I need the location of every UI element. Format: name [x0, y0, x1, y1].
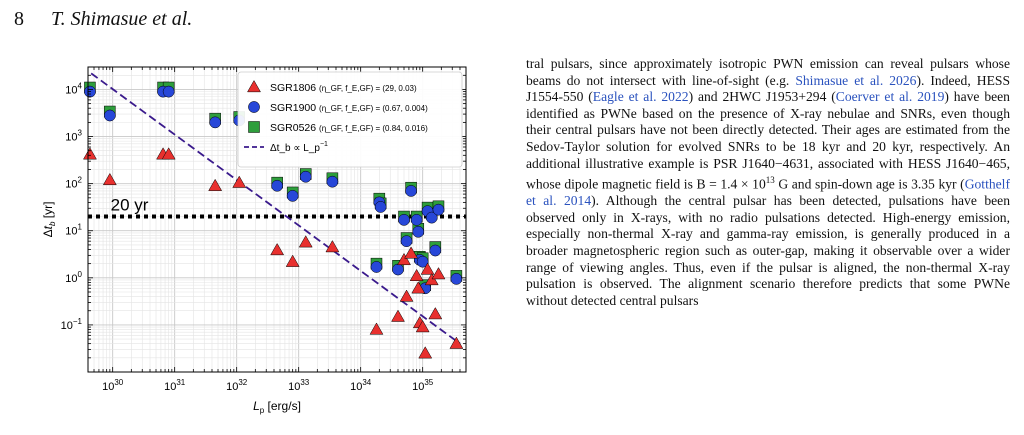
body-text: tral pulsars, since approximately isotro…: [526, 56, 1010, 435]
citation-link[interactable]: Gotthelf et al. 2014: [526, 176, 1010, 209]
y-tick-label: 103: [65, 129, 82, 144]
legend-sgr1806-label: SGR1806 (η_GF, f_E,GF) = (29, 0.03): [270, 82, 417, 94]
sgr1806-point: [232, 175, 247, 188]
sgr1806-point: [298, 235, 313, 248]
sgr1806-point: [415, 320, 430, 333]
legend-trend-label: Δt_b ∝ L_p−1: [270, 141, 328, 154]
sgr1806-point: [391, 309, 405, 322]
body-paragraph: tral pulsars, since approximately isotro…: [526, 56, 1010, 309]
sgr1900-point: [412, 225, 425, 238]
sgr1900-point: [162, 85, 175, 98]
x-axis-label: Lp [erg/s]: [253, 399, 301, 415]
plot-frame: [87, 66, 467, 373]
y-tick-label: 102: [65, 176, 82, 191]
sgr1900-point: [209, 116, 222, 129]
sgr1806-point: [208, 178, 223, 191]
sgr1900-point: [374, 201, 387, 213]
threshold-label: 20 yr: [111, 196, 149, 215]
text-run: ). Although the central pulsar has been …: [526, 193, 1010, 308]
sgr1806-point: [399, 289, 414, 302]
legend-box: [237, 71, 463, 168]
y-tick-label: 104: [65, 81, 82, 96]
running-authors: T. Shimasue et al.: [51, 8, 193, 30]
page-number: 8: [14, 8, 24, 30]
sgr1806-point: [397, 252, 411, 266]
legend-sgr0526-label: SGR0526 (η_GF, f_E,GF) = (0.84, 0.016): [270, 122, 428, 134]
sgr1900-point: [425, 211, 438, 224]
sgr1806-point: [161, 147, 176, 160]
legend-sgr1900-marker: [248, 101, 260, 113]
sgr1900-point: [398, 214, 410, 226]
sgr1806-point: [285, 254, 300, 267]
sgr1900-point: [286, 190, 299, 202]
scatter-chart: 20 yr 1030 1031 1032 1033 1034 1035 10−1 100 101 1…: [41, 66, 467, 415]
sgr1806-point: [420, 262, 435, 275]
citation-link[interactable]: Shimasue et al. 2026: [795, 72, 917, 88]
sgr1900-point: [271, 179, 284, 192]
y-axis-label: Δtb [yr]: [41, 202, 57, 238]
y-tick-label: 100: [65, 270, 82, 285]
sgr1806-point: [418, 346, 433, 359]
citation-link[interactable]: Eagle et al. 2022: [592, 89, 689, 105]
text-run: G and spin-down age is 3.35 kyr (: [774, 176, 965, 192]
y-tick-label: 10−1: [61, 317, 83, 332]
text-run: tral pulsars, since approximately isotro…: [526, 56, 1010, 88]
sgr1900-point: [432, 203, 445, 216]
sgr1900-point: [370, 261, 383, 273]
sgr1806-point: [404, 246, 418, 259]
legend-sgr1900-label: SGR1900 (η_GF, f_E,GF) = (0.67, 0.004): [270, 102, 428, 114]
figure: 20 yr 1030 1031 1032 1033 1034 1035 10−1 100 101 1…: [38, 55, 478, 425]
sgr1806-point: [325, 240, 340, 253]
sgr1900-point: [410, 214, 423, 226]
legend-sgr0526-marker: [248, 121, 260, 133]
sgr1900-point: [429, 244, 442, 257]
legend-sgr1806-marker: [247, 79, 261, 93]
sgr1806-point: [431, 267, 446, 280]
sgr1806-point: [428, 307, 443, 320]
sgr1806-point: [409, 268, 424, 281]
sgr1900-point: [405, 185, 417, 197]
sgr1806-point: [83, 147, 97, 160]
page-header: 8 T. Shimasue et al.: [14, 8, 192, 31]
sgr1806-point: [449, 336, 464, 349]
sgr1900-point: [299, 170, 312, 183]
x-tick-label: 1031: [164, 378, 186, 393]
sgr1806-point: [270, 242, 285, 256]
x-tick-label: 1034: [350, 378, 372, 393]
x-tick-label: 1030: [102, 378, 124, 393]
sgr1806-point: [102, 172, 117, 186]
text-run: ) have been identified as PWNe based on …: [526, 89, 1010, 192]
sgr1900-point: [450, 273, 463, 285]
sgr1900-point: [416, 255, 429, 268]
text-run: ) and 2HWC J1953+294 (: [688, 89, 836, 105]
sgr1900-point: [392, 263, 404, 276]
sgr1900-point: [326, 175, 339, 188]
y-tick-label: 101: [65, 223, 82, 238]
text-run: 13: [765, 175, 775, 186]
text-run: ). Indeed, HESS J1554-550 (: [526, 72, 1010, 105]
sgr1900-point: [103, 109, 116, 122]
sgr1806-point: [369, 322, 384, 335]
citation-link[interactable]: Coerver et al. 2019: [835, 89, 945, 105]
trend-line: [90, 72, 461, 345]
x-tick-label: 1032: [226, 378, 248, 393]
sgr1806-point: [411, 281, 426, 294]
sgr1900-point: [400, 235, 413, 248]
x-tick-label: 1035: [412, 378, 434, 393]
x-tick-label: 1033: [288, 378, 310, 393]
